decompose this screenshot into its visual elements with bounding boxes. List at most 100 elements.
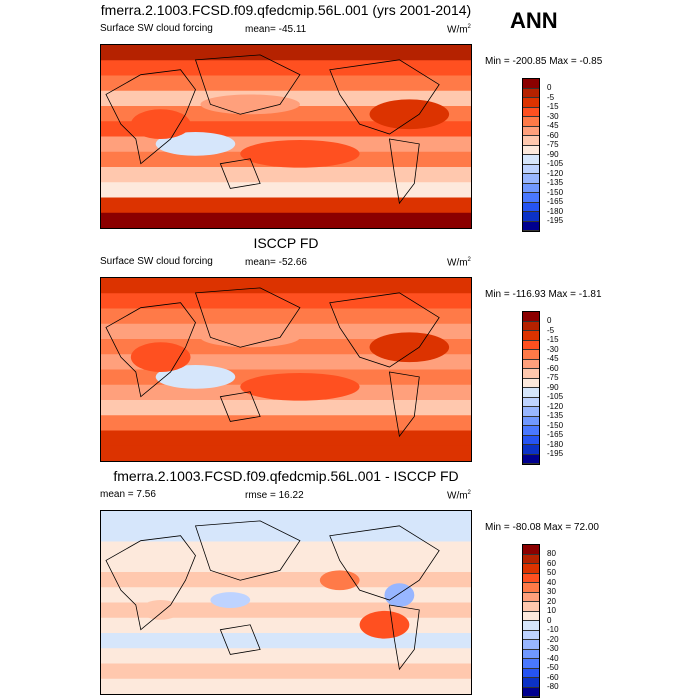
colorbar-tick-label: 0 xyxy=(547,316,552,325)
colorbar-swatch xyxy=(523,592,539,602)
colorbar-tick-label: -60 xyxy=(547,672,559,682)
units-exponent: 2 xyxy=(467,490,471,496)
panel-title: fmerra.2.1003.FCSD.f09.qfedcmip.56L.001 … xyxy=(113,468,459,484)
panel-stat: rmse = 16.22 xyxy=(245,490,304,501)
colorbar-tick-label: -75 xyxy=(547,373,559,382)
contour-blob xyxy=(155,365,236,389)
colorbar-tick-label: -165 xyxy=(547,430,564,439)
colorbar-tick-label: -135 xyxy=(547,411,564,420)
colorbar-tick-label: -60 xyxy=(547,130,559,140)
colorbar-swatch xyxy=(523,659,539,669)
contour-band xyxy=(101,587,471,604)
colorbar-swatch xyxy=(523,331,539,341)
colorbar-tick-label: -165 xyxy=(547,197,564,206)
colorbar-tick-label: -150 xyxy=(547,187,564,197)
colorbar-tick-label: 60 xyxy=(547,558,556,568)
contour-band xyxy=(101,197,471,214)
panel-left-label: mean = 7.56 xyxy=(100,489,156,500)
contour-band xyxy=(101,278,471,295)
contour-band xyxy=(101,415,471,432)
colorbar-swatch xyxy=(523,573,539,583)
colorbar-swatch xyxy=(523,321,539,331)
contour-blob xyxy=(240,372,360,401)
units-exponent: 2 xyxy=(467,257,471,263)
colorbar-tick-label: 40 xyxy=(547,577,556,587)
colorbar-tick-label: -60 xyxy=(547,363,559,373)
colorbar-swatch xyxy=(523,621,539,631)
min-max-label: Min = -80.08 Max = 72.00 xyxy=(485,522,599,533)
colorbar-tick-label: -20 xyxy=(547,634,559,644)
colorbar-swatch xyxy=(523,554,539,564)
contour-band xyxy=(101,541,471,558)
colorbar-tick-label: -135 xyxy=(547,178,564,187)
colorbar-tick-label: -90 xyxy=(547,382,559,392)
colorbar-tick-label: -50 xyxy=(547,663,559,672)
colorbar-swatch xyxy=(523,174,539,184)
colorbar-tick-label: -5 xyxy=(547,92,555,102)
colorbar-swatch xyxy=(523,545,539,555)
colorbar-tick-label: -180 xyxy=(547,206,564,216)
colorbar-swatch xyxy=(523,640,539,650)
colorbar-tick-label: -75 xyxy=(547,140,559,149)
contour-band xyxy=(101,556,471,573)
contour-band xyxy=(101,430,471,447)
panel-stat: mean= -45.11 xyxy=(245,24,307,35)
colorbar-swatch xyxy=(523,107,539,117)
colorbar-swatch xyxy=(523,445,539,455)
colorbar-swatch xyxy=(523,136,539,146)
colorbar-tick-label: 20 xyxy=(547,596,556,606)
contour-blob xyxy=(130,109,191,139)
colorbar-tick-label: -30 xyxy=(547,111,559,121)
colorbar-tick-label: -150 xyxy=(547,420,564,430)
panel-stat: mean= -52.66 xyxy=(245,257,307,268)
colorbar xyxy=(522,544,540,698)
contour-map xyxy=(100,277,472,462)
colorbar-tick-label: 30 xyxy=(547,587,556,596)
colorbar-tick-label: 10 xyxy=(547,606,556,615)
coastline xyxy=(105,54,440,205)
colorbar-tick-label: 50 xyxy=(547,568,556,577)
colorbar-tick-label: -5 xyxy=(547,325,555,335)
colorbar-tick-label: -30 xyxy=(547,644,559,653)
colorbar-tick-label: -180 xyxy=(547,439,564,449)
colorbar-swatch xyxy=(523,602,539,612)
colorbar-tick-label: -195 xyxy=(547,449,564,458)
colorbar-tick-label: 0 xyxy=(547,83,552,92)
units-label: W/m2 xyxy=(447,490,471,501)
colorbar-swatch xyxy=(523,202,539,212)
contour-band xyxy=(101,648,471,665)
colorbar-swatch xyxy=(523,155,539,165)
colorbar-tick-label: 80 xyxy=(547,549,556,558)
colorbar-swatch xyxy=(523,678,539,688)
contour-blob xyxy=(210,592,251,608)
colorbar-swatch xyxy=(523,79,539,89)
contour-band xyxy=(101,572,471,589)
colorbar-tick-label: -40 xyxy=(547,653,559,663)
colorbar-swatch xyxy=(523,407,539,417)
colorbar-swatch xyxy=(523,369,539,379)
colorbar-swatch xyxy=(523,668,539,678)
panel-title: fmerra.2.1003.FCSD.f09.qfedcmip.56L.001 … xyxy=(100,2,472,18)
colorbar-tick-label: -105 xyxy=(547,159,564,168)
colorbar-tick-label: -90 xyxy=(547,149,559,159)
colorbar-swatch xyxy=(523,98,539,108)
units-label: W/m2 xyxy=(447,24,471,35)
units-exponent: 2 xyxy=(467,24,471,30)
units: W/m xyxy=(447,257,468,269)
colorbar-swatch xyxy=(523,426,539,436)
contour-band xyxy=(101,182,471,199)
colorbar-tick-label: -120 xyxy=(547,168,564,178)
contour-band xyxy=(101,400,471,417)
colorbar-swatch xyxy=(523,564,539,574)
contour-band xyxy=(101,308,471,325)
colorbar xyxy=(522,311,540,465)
contour-map xyxy=(100,510,472,695)
contour-band xyxy=(101,60,471,77)
panel-title: ISCCP FD xyxy=(253,235,319,251)
colorbar-swatch xyxy=(523,435,539,445)
colorbar-tick-label: -120 xyxy=(547,401,564,411)
contour-blob xyxy=(384,583,415,607)
contour-map xyxy=(100,44,472,229)
colorbar-swatch xyxy=(523,649,539,659)
units-label: W/m2 xyxy=(447,257,471,268)
